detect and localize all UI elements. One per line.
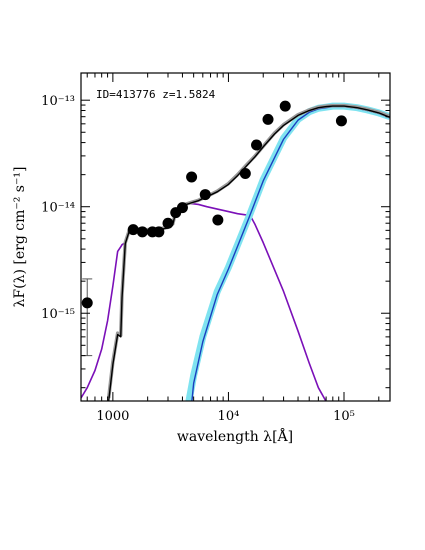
model-curve-1 (81, 202, 327, 401)
model-curve-2 (185, 102, 390, 401)
photometry-point (176, 202, 188, 214)
model-curve-4 (106, 103, 390, 399)
chart-annotation: ID=413776 z=1.5824 (96, 88, 216, 101)
photometry-point (262, 113, 274, 125)
y-tick-label: 10⁻¹³ (41, 94, 75, 109)
model-curves (81, 102, 390, 401)
photometry-point (153, 226, 165, 238)
photometry-point (279, 100, 291, 112)
photometry-point (186, 171, 198, 183)
y-tick-label: 10⁻¹⁵ (41, 307, 75, 322)
photometry-point (199, 189, 211, 201)
x-tick-label: 10⁴ (218, 409, 240, 424)
x-axis-label: wavelength λ[Å] (177, 427, 293, 445)
photometry-point (127, 224, 139, 236)
x-tick-label: 1000 (96, 409, 129, 424)
photometry-point (212, 214, 224, 226)
plot-frame (80, 72, 391, 402)
axis-ticks: 1000 10⁴ 10⁵ 10⁻¹⁵ 10⁻¹⁴ 10⁻¹³ (41, 73, 390, 424)
photometry-point (162, 217, 174, 229)
photometry-point (251, 139, 263, 151)
model-curve-3 (191, 105, 390, 401)
model-curve-5 (107, 105, 390, 401)
photometry-point (136, 226, 148, 238)
y-tick-label: 10⁻¹⁴ (41, 201, 75, 216)
photometry-points (81, 100, 347, 357)
photometry-point (239, 168, 251, 180)
photometry-point (335, 115, 347, 127)
photometry-point (81, 297, 93, 309)
y-axis-label: λF(λ) [erg cm⁻² s⁻¹] (12, 167, 28, 308)
x-tick-label: 10⁵ (333, 409, 355, 424)
